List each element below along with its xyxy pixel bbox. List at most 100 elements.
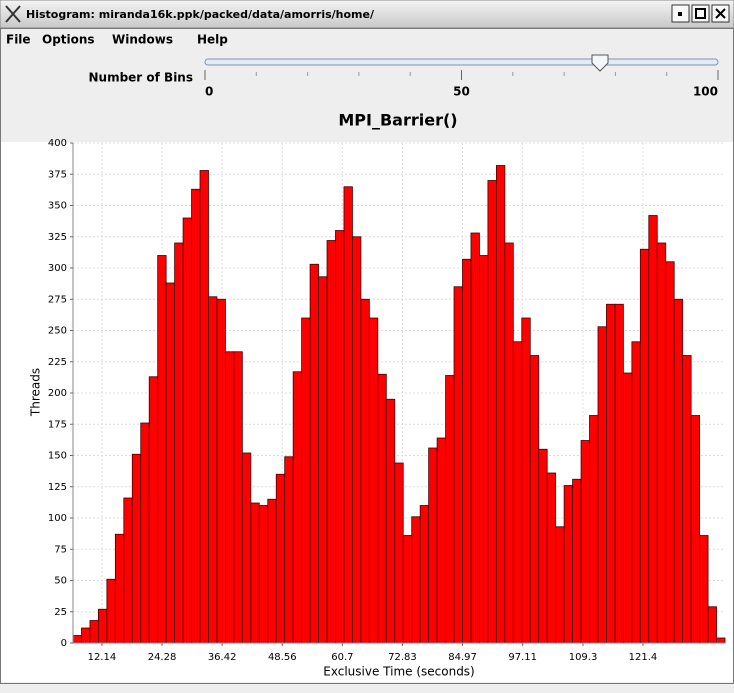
- bar: [470, 232, 480, 644]
- bar: [707, 606, 717, 644]
- x-axis-label: Exclusive Time (seconds): [323, 665, 475, 679]
- bar: [309, 263, 319, 644]
- bar: [690, 415, 700, 644]
- slider-track[interactable]: [204, 58, 719, 66]
- bar: [419, 505, 430, 644]
- y-tick-label: 75: [54, 544, 67, 555]
- bar: [394, 462, 404, 644]
- bar: [267, 498, 277, 644]
- bar: [208, 296, 218, 644]
- menu-item[interactable]: Options: [42, 33, 95, 47]
- bar: [495, 165, 506, 644]
- minimize-icon: [678, 12, 682, 16]
- y-tick-label: 25: [54, 607, 67, 618]
- bar: [436, 437, 446, 644]
- bar: [225, 351, 235, 644]
- bar: [656, 242, 667, 644]
- bar: [614, 303, 624, 644]
- bar: [521, 317, 531, 644]
- bar: [275, 473, 286, 644]
- x-tick-label: 109.3: [569, 652, 598, 663]
- chart-title: MPI_Barrier(): [338, 111, 457, 130]
- y-tick-label: 150: [48, 451, 67, 462]
- bar: [368, 317, 379, 644]
- bar: [716, 637, 726, 644]
- bar: [377, 373, 387, 644]
- bar: [216, 298, 226, 644]
- bar: [182, 217, 192, 644]
- bar: [72, 635, 82, 644]
- x-tick-label: 121.4: [629, 652, 658, 663]
- bar: [250, 502, 260, 644]
- x-tick-label: 60.7: [331, 652, 353, 663]
- slider-label: Number of Bins: [88, 71, 193, 85]
- bar: [233, 351, 243, 644]
- bar: [106, 578, 116, 644]
- bar: [258, 505, 269, 644]
- bar: [555, 526, 565, 644]
- bar: [512, 341, 523, 644]
- y-tick-label: 200: [48, 388, 67, 399]
- bar: [131, 453, 142, 644]
- bar: [682, 355, 692, 644]
- app-icon: [5, 5, 21, 23]
- bar: [453, 286, 463, 644]
- bar: [538, 448, 548, 644]
- y-tick-label: 325: [48, 232, 67, 243]
- bar: [191, 188, 201, 644]
- bar: [140, 422, 150, 644]
- maximize-button[interactable]: [691, 4, 710, 23]
- bar: [123, 497, 133, 644]
- slider-tick-label: 50: [453, 85, 470, 99]
- bar: [428, 447, 438, 644]
- bar: [462, 258, 472, 644]
- bar: [114, 533, 125, 644]
- bar: [360, 298, 370, 644]
- menu-item[interactable]: Windows: [112, 33, 173, 47]
- bar: [665, 261, 675, 644]
- y-tick-label: 125: [48, 482, 67, 493]
- bar: [606, 303, 616, 644]
- bar: [326, 240, 336, 644]
- slider-tick-label: 0: [205, 85, 213, 99]
- bar: [81, 627, 91, 644]
- bar: [504, 242, 514, 644]
- bar: [563, 485, 573, 644]
- x-tick-label: 24.28: [148, 652, 177, 663]
- y-tick-label: 275: [48, 294, 67, 305]
- bar: [174, 242, 184, 644]
- y-tick-label: 0: [61, 638, 67, 649]
- bar: [284, 456, 294, 644]
- y-tick-label: 50: [54, 576, 67, 587]
- y-tick-label: 175: [48, 419, 67, 430]
- bar: [335, 230, 345, 644]
- bar: [546, 472, 557, 644]
- bar: [648, 215, 658, 644]
- y-tick-label: 100: [48, 513, 67, 524]
- x-tick-label: 97.11: [508, 652, 537, 663]
- bar: [597, 326, 607, 644]
- bar: [445, 375, 455, 644]
- slider-tick-label: 100: [693, 85, 718, 99]
- bar: [241, 452, 252, 644]
- bar: [487, 180, 497, 644]
- bar: [572, 478, 582, 644]
- bar: [479, 255, 489, 644]
- bar: [529, 355, 540, 644]
- bar: [157, 255, 167, 644]
- menu-item[interactable]: Help: [197, 33, 228, 47]
- slider-thumb[interactable]: [591, 54, 609, 72]
- bar: [411, 516, 421, 644]
- bar: [343, 186, 353, 644]
- menu-item[interactable]: File: [6, 33, 31, 47]
- close-icon: [715, 8, 726, 19]
- bar: [631, 341, 641, 644]
- x-tick-label: 84.97: [448, 652, 477, 663]
- bar: [699, 535, 709, 644]
- y-tick-label: 375: [48, 169, 67, 180]
- window-buttons: [671, 4, 730, 23]
- window-title: Histogram: miranda16k.ppk/packed/data/am…: [26, 8, 375, 21]
- x-tick-label: 72.83: [388, 652, 417, 663]
- bar: [165, 282, 176, 644]
